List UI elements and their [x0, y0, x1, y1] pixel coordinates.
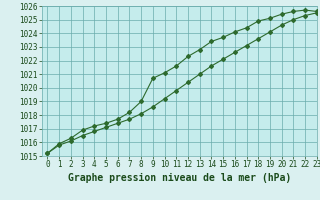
X-axis label: Graphe pression niveau de la mer (hPa): Graphe pression niveau de la mer (hPa) [68, 173, 291, 183]
